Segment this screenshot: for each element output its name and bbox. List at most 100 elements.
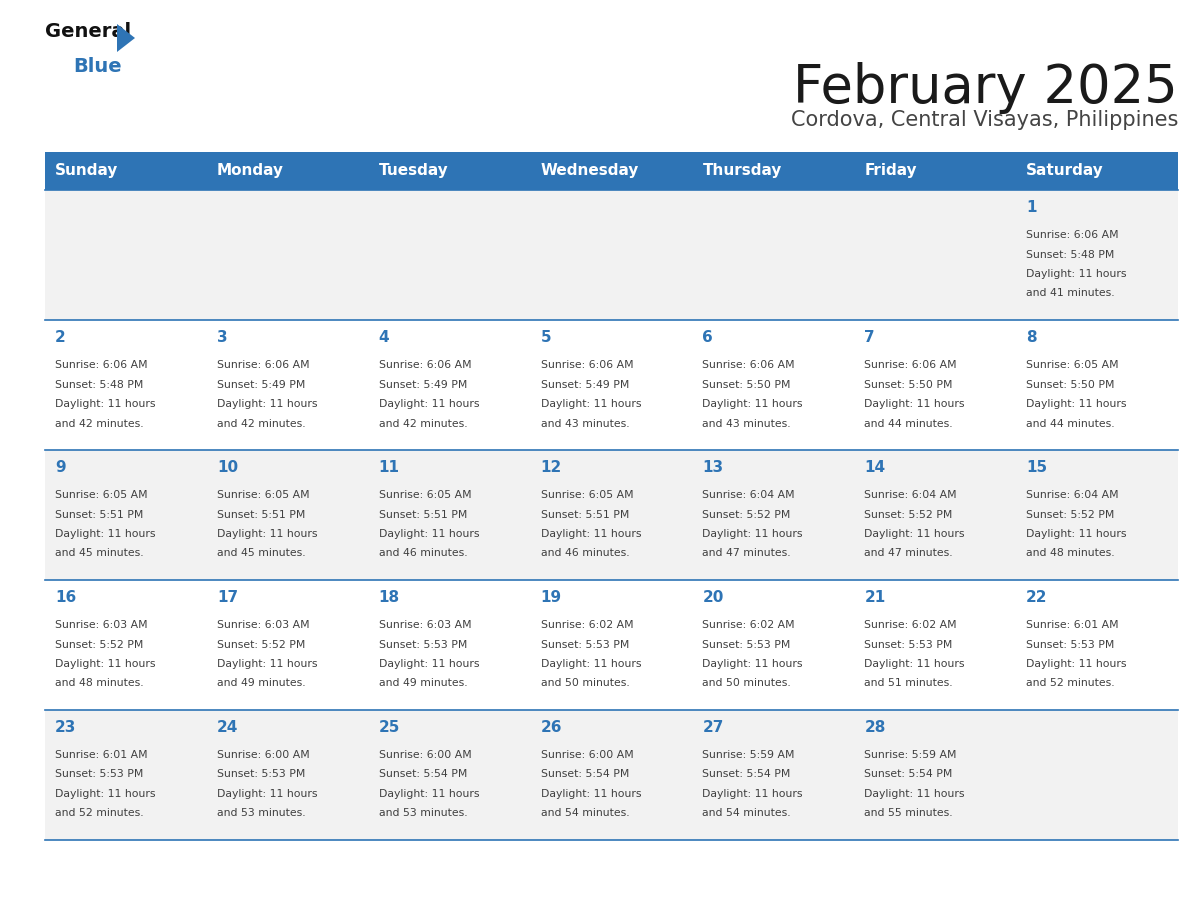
Text: Sunrise: 6:05 AM: Sunrise: 6:05 AM [541,490,633,500]
Text: and 55 minutes.: and 55 minutes. [865,809,953,819]
Text: Sunset: 5:49 PM: Sunset: 5:49 PM [217,379,305,389]
Text: 28: 28 [865,720,886,735]
Text: Daylight: 11 hours: Daylight: 11 hours [865,789,965,799]
Text: Sunset: 5:51 PM: Sunset: 5:51 PM [541,509,628,520]
Text: Daylight: 11 hours: Daylight: 11 hours [865,399,965,409]
Text: Daylight: 11 hours: Daylight: 11 hours [55,529,156,539]
Text: Daylight: 11 hours: Daylight: 11 hours [541,659,642,669]
Text: Sunrise: 6:04 AM: Sunrise: 6:04 AM [865,490,956,500]
Text: Daylight: 11 hours: Daylight: 11 hours [55,399,156,409]
Text: 15: 15 [1026,460,1048,475]
Text: and 47 minutes.: and 47 minutes. [865,548,953,558]
Text: and 52 minutes.: and 52 minutes. [1026,678,1114,688]
Text: Daylight: 11 hours: Daylight: 11 hours [217,529,317,539]
Text: and 54 minutes.: and 54 minutes. [702,809,791,819]
Text: Sunrise: 6:06 AM: Sunrise: 6:06 AM [541,360,633,370]
Polygon shape [116,24,135,52]
Text: and 50 minutes.: and 50 minutes. [702,678,791,688]
Text: Sunrise: 6:03 AM: Sunrise: 6:03 AM [55,620,147,630]
Text: Sunset: 5:53 PM: Sunset: 5:53 PM [541,640,628,650]
Text: Sunset: 5:48 PM: Sunset: 5:48 PM [55,379,144,389]
Text: Sunrise: 6:05 AM: Sunrise: 6:05 AM [379,490,472,500]
Text: Sunrise: 6:01 AM: Sunrise: 6:01 AM [55,750,147,760]
Text: Sunrise: 6:01 AM: Sunrise: 6:01 AM [1026,620,1119,630]
Text: Sunset: 5:52 PM: Sunset: 5:52 PM [55,640,144,650]
Text: Sunset: 5:53 PM: Sunset: 5:53 PM [865,640,953,650]
Text: Sunset: 5:52 PM: Sunset: 5:52 PM [865,509,953,520]
Text: Sunset: 5:52 PM: Sunset: 5:52 PM [702,509,791,520]
Text: and 42 minutes.: and 42 minutes. [55,419,144,429]
Text: Sunset: 5:53 PM: Sunset: 5:53 PM [379,640,467,650]
Text: 25: 25 [379,720,400,735]
Text: and 53 minutes.: and 53 minutes. [217,809,305,819]
Text: Daylight: 11 hours: Daylight: 11 hours [702,659,803,669]
Text: 7: 7 [865,330,874,345]
Text: and 49 minutes.: and 49 minutes. [379,678,467,688]
Text: Sunrise: 6:06 AM: Sunrise: 6:06 AM [217,360,310,370]
Text: Daylight: 11 hours: Daylight: 11 hours [217,789,317,799]
Text: 26: 26 [541,720,562,735]
Text: Daylight: 11 hours: Daylight: 11 hours [1026,529,1126,539]
Text: Sunset: 5:53 PM: Sunset: 5:53 PM [217,769,305,779]
Text: Sunset: 5:51 PM: Sunset: 5:51 PM [217,509,305,520]
Text: Sunrise: 6:05 AM: Sunrise: 6:05 AM [1026,360,1119,370]
Text: Daylight: 11 hours: Daylight: 11 hours [1026,399,1126,409]
Text: Sunrise: 6:00 AM: Sunrise: 6:00 AM [541,750,633,760]
Text: Sunset: 5:54 PM: Sunset: 5:54 PM [379,769,467,779]
Text: and 45 minutes.: and 45 minutes. [55,548,144,558]
Text: Daylight: 11 hours: Daylight: 11 hours [55,659,156,669]
Text: Sunrise: 6:03 AM: Sunrise: 6:03 AM [217,620,310,630]
Text: Sunset: 5:51 PM: Sunset: 5:51 PM [55,509,144,520]
Text: Daylight: 11 hours: Daylight: 11 hours [541,529,642,539]
Text: Sunrise: 6:04 AM: Sunrise: 6:04 AM [702,490,795,500]
Text: Blue: Blue [72,57,121,76]
Text: Sunset: 5:50 PM: Sunset: 5:50 PM [702,379,791,389]
Text: and 46 minutes.: and 46 minutes. [379,548,467,558]
Text: and 47 minutes.: and 47 minutes. [702,548,791,558]
Text: Daylight: 11 hours: Daylight: 11 hours [541,789,642,799]
Text: Sunset: 5:49 PM: Sunset: 5:49 PM [541,379,628,389]
Text: 22: 22 [1026,590,1048,605]
Text: Daylight: 11 hours: Daylight: 11 hours [1026,659,1126,669]
Text: Sunrise: 6:06 AM: Sunrise: 6:06 AM [55,360,147,370]
Text: Sunrise: 6:00 AM: Sunrise: 6:00 AM [217,750,310,760]
Text: 18: 18 [379,590,400,605]
Text: and 52 minutes.: and 52 minutes. [55,809,144,819]
Text: Sunrise: 5:59 AM: Sunrise: 5:59 AM [865,750,956,760]
Text: and 45 minutes.: and 45 minutes. [217,548,305,558]
Text: Sunrise: 6:04 AM: Sunrise: 6:04 AM [1026,490,1119,500]
Text: Sunrise: 6:06 AM: Sunrise: 6:06 AM [379,360,472,370]
Text: 21: 21 [865,590,885,605]
Text: 11: 11 [379,460,399,475]
Text: Sunset: 5:49 PM: Sunset: 5:49 PM [379,379,467,389]
Text: and 46 minutes.: and 46 minutes. [541,548,630,558]
Text: Daylight: 11 hours: Daylight: 11 hours [702,789,803,799]
Text: Sunrise: 6:05 AM: Sunrise: 6:05 AM [217,490,310,500]
Text: Sunrise: 6:02 AM: Sunrise: 6:02 AM [865,620,956,630]
Text: and 48 minutes.: and 48 minutes. [55,678,144,688]
Text: Daylight: 11 hours: Daylight: 11 hours [379,789,479,799]
Text: Daylight: 11 hours: Daylight: 11 hours [379,529,479,539]
Text: 9: 9 [55,460,65,475]
Text: Sunset: 5:52 PM: Sunset: 5:52 PM [1026,509,1114,520]
Text: Sunrise: 5:59 AM: Sunrise: 5:59 AM [702,750,795,760]
Text: 2: 2 [55,330,65,345]
Text: 6: 6 [702,330,713,345]
Text: Cordova, Central Visayas, Philippines: Cordova, Central Visayas, Philippines [791,110,1178,130]
Text: and 49 minutes.: and 49 minutes. [217,678,305,688]
Text: and 51 minutes.: and 51 minutes. [865,678,953,688]
Bar [45,190,1178,320]
Text: Sunrise: 6:02 AM: Sunrise: 6:02 AM [702,620,795,630]
Text: Wednesday: Wednesday [541,163,639,178]
Text: 12: 12 [541,460,562,475]
Text: Sunset: 5:50 PM: Sunset: 5:50 PM [1026,379,1114,389]
Text: Monday: Monday [217,163,284,178]
Text: Daylight: 11 hours: Daylight: 11 hours [702,399,803,409]
Text: and 44 minutes.: and 44 minutes. [1026,419,1114,429]
Text: Thursday: Thursday [702,163,782,178]
Text: Sunset: 5:54 PM: Sunset: 5:54 PM [865,769,953,779]
Text: Daylight: 11 hours: Daylight: 11 hours [379,659,479,669]
Text: Daylight: 11 hours: Daylight: 11 hours [541,399,642,409]
Text: and 44 minutes.: and 44 minutes. [865,419,953,429]
Bar [45,152,1178,190]
